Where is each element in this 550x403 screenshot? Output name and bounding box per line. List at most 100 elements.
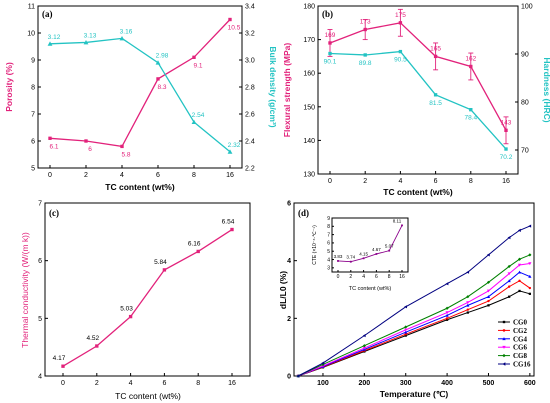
panel-d-series-CG8-point <box>362 344 366 348</box>
panel-b-x-tick-label: 16 <box>502 178 510 185</box>
panel-a-left-y-tick-label: 9 <box>31 58 35 65</box>
inset-series-point <box>375 253 378 255</box>
panel-d-series-CG6-point <box>517 263 522 267</box>
panel-d-series-CG0-point <box>518 289 521 293</box>
panel-d-series-CG16-line <box>297 225 531 377</box>
panel-a-series: 6.1 6 5.8 8.3 9.1 10.5 3.12 3.13 3.16 2.98 2.54 2.3… <box>47 17 241 158</box>
panel-a-series-0-point <box>192 55 196 59</box>
panel-d-series-CG8-point <box>517 257 522 261</box>
panel-b-left-y-tick-label: 170 <box>303 37 315 44</box>
panel-d-series-CG16-point <box>486 253 490 257</box>
inset-series-point <box>349 260 352 263</box>
panel-d-plot-frame <box>293 202 535 377</box>
panel-b-series-0-data-label: 173 <box>360 19 371 26</box>
panel-b-left-y-axis-title: Flexural strength (MPa) <box>282 43 292 138</box>
panel-d-series-CG8-line <box>297 254 531 377</box>
panel-c-series-0-data-label: 5.84 <box>154 259 167 266</box>
panel-c-series-0-data-label: 4.17 <box>53 355 66 362</box>
panel-a-series-1-point <box>83 40 89 45</box>
panel-c-series-0-data-label: 5.03 <box>120 306 133 313</box>
panel-d-series-CG8-point <box>445 306 449 310</box>
panel-d-series-CG0-point <box>528 292 531 295</box>
panel-c-series-0-data-label: 6.16 <box>188 240 201 247</box>
panel-d-series-CG16-point <box>517 228 521 232</box>
panel-b-series-0-data-label: 143 <box>501 119 512 126</box>
panel-d-series-CG16-point <box>528 224 532 228</box>
panel-b-x-ticks: 0 2 4 6 8 16 <box>328 171 510 185</box>
panel-d-y-axis-title: dL/L0 (%) <box>278 271 288 309</box>
panel-b-left-y-tick-label: 160 <box>303 71 315 78</box>
panel-c-y-tick-label: 6 <box>38 258 42 265</box>
panel-d-series-CG0-point <box>466 311 469 314</box>
inset-series-line <box>337 225 403 263</box>
inset-y-tick-label: 9 <box>327 216 330 222</box>
panel-b-series-1-point <box>328 51 332 56</box>
panel-a-series-0-data-label: 6 <box>88 146 92 153</box>
panel-d-series-CG8-point <box>507 264 511 269</box>
panel-a-series-0-data-label: 9.1 <box>193 62 202 69</box>
panel-d-series-CG0-point <box>487 304 490 307</box>
legend-label-CG16: CG16 <box>513 361 531 369</box>
panel-b-x-axis-title: TC content (wt%) <box>383 187 453 197</box>
panel-a-series-1-point <box>119 36 125 41</box>
inset-data-label: 5.07 <box>385 244 394 249</box>
legend-marker-CG8 <box>502 353 506 358</box>
panel-a-series-0-point <box>156 77 160 81</box>
panel-d-y-tick-label: 6 <box>287 201 291 208</box>
panel-a-right-y-tick-label: 3.0 <box>245 58 255 65</box>
panel-a-left-y-tick-label: 8 <box>31 85 35 92</box>
panel-b-series-0-point <box>328 41 332 45</box>
panel-b-series-0-data-label: 165 <box>430 45 441 52</box>
panel-b-x-tick-label: 0 <box>328 178 332 185</box>
inset-data-label: 3.83 <box>334 254 343 259</box>
panel-d-x-tick-label: 100 <box>317 380 329 387</box>
inset-series-point <box>401 224 403 227</box>
panel-a-series-0-data-label: 8.3 <box>157 84 166 91</box>
panel-c-x-tick-label: 6 <box>162 380 166 387</box>
panel-d-series-CG16-point <box>507 236 511 240</box>
panel-d-x-tick-label: 200 <box>359 380 371 387</box>
panel-a-series-1-data-label: 3.13 <box>84 32 97 39</box>
panel-b-series-0-point <box>469 64 473 69</box>
legend-label-CG2: CG2 <box>513 327 528 335</box>
panel-c-y-tick-label: 4 <box>38 374 42 381</box>
legend-label-CG4: CG4 <box>513 335 528 343</box>
inset-y-tick-label: 8 <box>327 224 330 230</box>
panel-c-series-0-point <box>230 227 234 232</box>
panel-a-porosity-bulk-density: (a) 0 2 4 6 8 16 5 6 7 8 9 10 11 2.2 2.4 2.6 2.8 3.0 3.2… <box>4 4 278 193</box>
panel-a-left-y-tick-label: 10 <box>27 31 35 38</box>
panel-a-right-y-tick-label: 3.4 <box>245 4 255 11</box>
legend-marker-CG16 <box>502 362 506 366</box>
panel-a-series-1-data-label: 3.16 <box>120 28 133 35</box>
panel-d-series-CG0-line <box>297 290 530 377</box>
panel-a-series-0-point <box>48 136 52 140</box>
panel-a-right-y-tick-label: 2.6 <box>245 112 255 119</box>
panel-a-series-0-data-label: 10.5 <box>228 25 241 32</box>
panel-a-series-1-line <box>49 37 231 153</box>
inset-series-point <box>362 257 365 260</box>
panel-c-series-0-line <box>62 228 233 367</box>
panel-a-series-0-point <box>120 144 124 149</box>
panel-d-label: (d) <box>298 208 309 218</box>
inset-x-tick-label: 6 <box>375 274 378 280</box>
panel-d-series-CG4-point <box>466 303 470 307</box>
panel-a-series-0-data-label: 6.1 <box>49 143 58 150</box>
panel-a-x-tick-label: 16 <box>226 172 234 179</box>
panel-a-left-y-tick-label: 7 <box>31 112 35 119</box>
inset-data-label: 3.74 <box>346 255 355 260</box>
panel-c-y-tick-label: 7 <box>38 201 42 208</box>
panel-a-right-y-ticks: 2.2 2.4 2.6 2.8 3.0 3.2 3.4 <box>239 4 255 173</box>
inset-y-tick-label: 5 <box>327 249 330 255</box>
panel-a-left-y-tick-label: 6 <box>31 139 35 146</box>
panel-b-series-0-point <box>363 27 367 32</box>
panel-c-x-tick-label: 4 <box>129 380 133 387</box>
panel-d-series-CG0-point <box>445 318 449 321</box>
panel-d-series-CG16-point <box>466 270 470 274</box>
panel-d-series-CG2-point <box>507 285 511 288</box>
legend-marker-CG2 <box>502 329 506 332</box>
panel-a-series-1-point <box>47 41 53 46</box>
panel-a-x-ticks: 0 2 4 6 8 16 <box>48 165 234 179</box>
panel-d-series-CG4-point <box>404 330 408 334</box>
panel-c-x-tick-label: 8 <box>196 380 200 387</box>
